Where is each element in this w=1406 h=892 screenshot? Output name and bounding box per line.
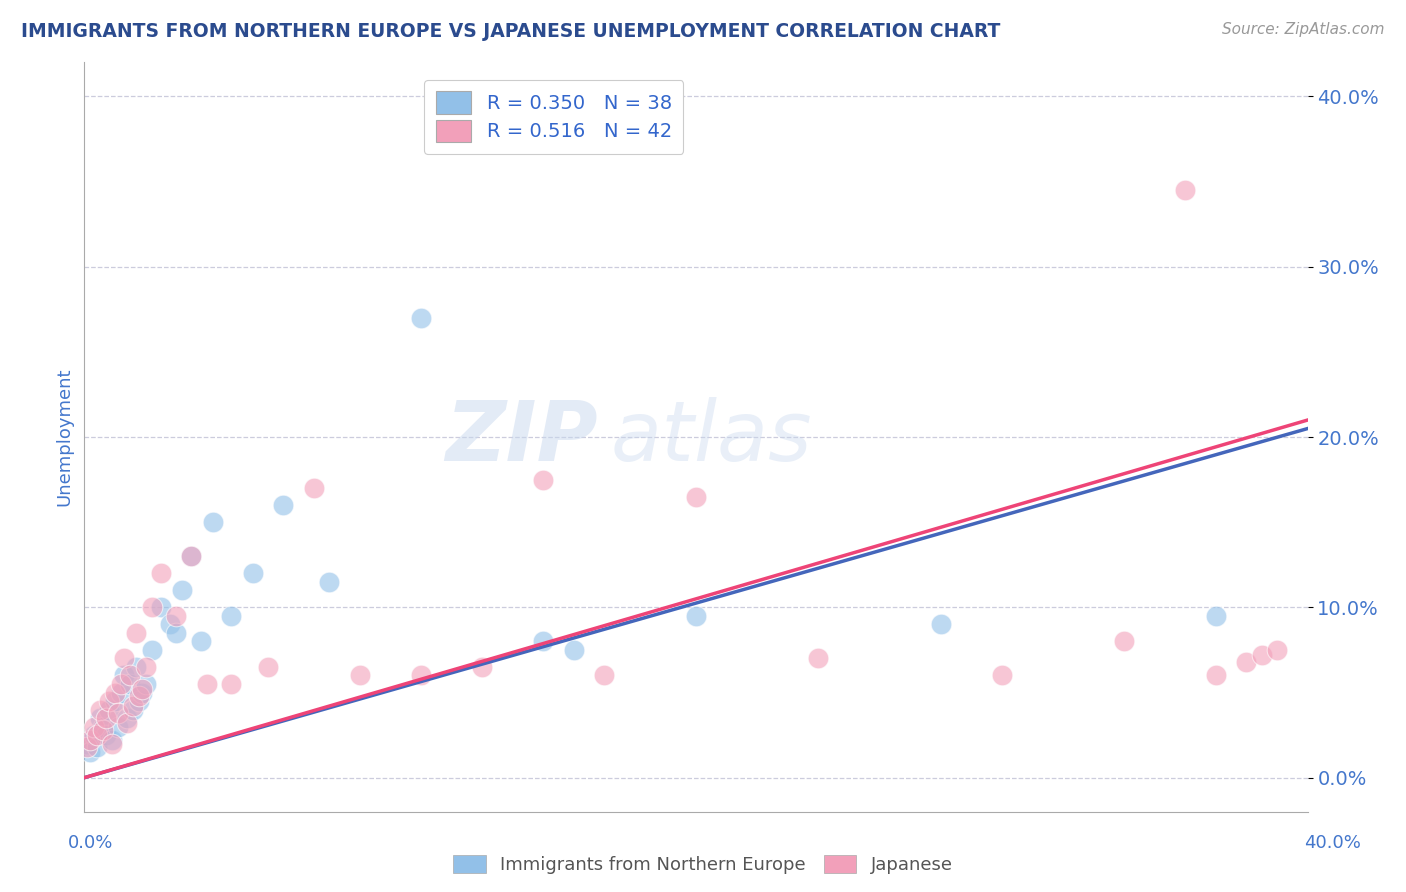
Point	[257, 660, 280, 674]
Point	[122, 702, 145, 716]
Point	[219, 608, 242, 623]
Text: Source: ZipAtlas.com: Source: ZipAtlas.com	[1222, 22, 1385, 37]
Point	[593, 668, 616, 682]
Point	[135, 677, 157, 691]
Point	[141, 643, 163, 657]
Point	[86, 739, 108, 754]
Point	[219, 677, 242, 691]
Point	[172, 583, 194, 598]
Point	[991, 668, 1014, 682]
Point	[97, 702, 120, 716]
Point	[112, 668, 135, 682]
Point	[1236, 655, 1258, 669]
Point	[929, 617, 952, 632]
Point	[125, 626, 148, 640]
Point	[180, 549, 202, 564]
Point	[110, 677, 132, 691]
Text: IMMIGRANTS FROM NORTHERN EUROPE VS JAPANESE UNEMPLOYMENT CORRELATION CHART: IMMIGRANTS FROM NORTHERN EUROPE VS JAPAN…	[21, 22, 1001, 41]
Point	[149, 600, 172, 615]
Legend: R = 0.350   N = 38, R = 0.516   N = 42: R = 0.350 N = 38, R = 0.516 N = 42	[425, 79, 683, 153]
Point	[125, 660, 148, 674]
Point	[190, 634, 212, 648]
Point	[131, 682, 153, 697]
Point	[409, 668, 432, 682]
Point	[89, 702, 111, 716]
Point	[83, 728, 105, 742]
Point	[104, 694, 127, 708]
Point	[1250, 648, 1272, 662]
Point	[83, 720, 105, 734]
Point	[531, 473, 554, 487]
Point	[91, 720, 114, 734]
Point	[807, 651, 830, 665]
Point	[409, 310, 432, 325]
Point	[1114, 634, 1136, 648]
Point	[135, 660, 157, 674]
Point	[115, 716, 138, 731]
Point	[79, 733, 101, 747]
Point	[302, 481, 325, 495]
Point	[76, 737, 98, 751]
Point	[97, 694, 120, 708]
Point	[94, 728, 117, 742]
Point	[76, 739, 98, 754]
Point	[112, 651, 135, 665]
Point	[120, 668, 142, 682]
Point	[165, 608, 187, 623]
Point	[91, 723, 114, 737]
Point	[122, 699, 145, 714]
Point	[1205, 608, 1227, 623]
Point	[531, 634, 554, 648]
Point	[685, 608, 707, 623]
Point	[1205, 668, 1227, 682]
Point	[349, 668, 371, 682]
Point	[165, 626, 187, 640]
Point	[149, 566, 172, 581]
Text: 0.0%: 0.0%	[67, 834, 112, 852]
Point	[685, 490, 707, 504]
Text: ZIP: ZIP	[446, 397, 598, 477]
Point	[471, 660, 494, 674]
Point	[94, 711, 117, 725]
Point	[107, 720, 129, 734]
Point	[131, 685, 153, 699]
Point	[1265, 643, 1288, 657]
Point	[159, 617, 181, 632]
Point	[271, 498, 294, 512]
Point	[1174, 183, 1197, 197]
Point	[180, 549, 202, 564]
Point	[201, 515, 224, 529]
Point	[104, 685, 127, 699]
Point	[101, 733, 124, 747]
Legend: Immigrants from Northern Europe, Japanese: Immigrants from Northern Europe, Japanes…	[453, 855, 953, 874]
Point	[562, 643, 585, 657]
Point	[195, 677, 218, 691]
Text: atlas: atlas	[610, 397, 813, 477]
Point	[110, 685, 132, 699]
Point	[86, 728, 108, 742]
Point	[318, 574, 340, 589]
Point	[242, 566, 264, 581]
Point	[128, 689, 150, 703]
Text: 40.0%: 40.0%	[1305, 834, 1361, 852]
Point	[115, 711, 138, 725]
Point	[141, 600, 163, 615]
Point	[101, 737, 124, 751]
Point	[120, 677, 142, 691]
Point	[79, 745, 101, 759]
Point	[128, 694, 150, 708]
Y-axis label: Unemployment: Unemployment	[55, 368, 73, 507]
Point	[107, 706, 129, 720]
Point	[89, 711, 111, 725]
